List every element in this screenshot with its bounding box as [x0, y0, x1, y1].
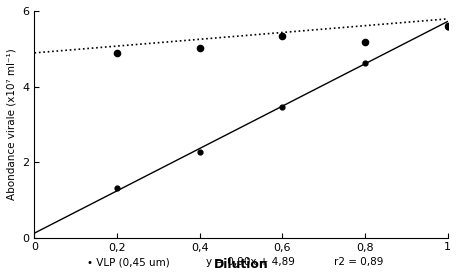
- Point: [278, 104, 286, 109]
- X-axis label: Dilution: Dilution: [213, 258, 268, 271]
- Point: [196, 150, 203, 154]
- Text: y = 0,90x + 4,89: y = 0,90x + 4,89: [206, 257, 295, 267]
- Point: [361, 39, 369, 44]
- Point: [196, 46, 203, 50]
- Point: [361, 61, 369, 65]
- Point: [278, 33, 286, 38]
- Y-axis label: Abondance virale (x10⁷ ml⁻¹): Abondance virale (x10⁷ ml⁻¹): [7, 48, 17, 200]
- Point: [114, 51, 121, 55]
- Text: r2 = 0,89: r2 = 0,89: [334, 257, 384, 267]
- Point: [114, 185, 121, 190]
- Point: [444, 24, 451, 28]
- Text: • VLP (0,45 um): • VLP (0,45 um): [87, 257, 170, 267]
- Point: [444, 24, 451, 29]
